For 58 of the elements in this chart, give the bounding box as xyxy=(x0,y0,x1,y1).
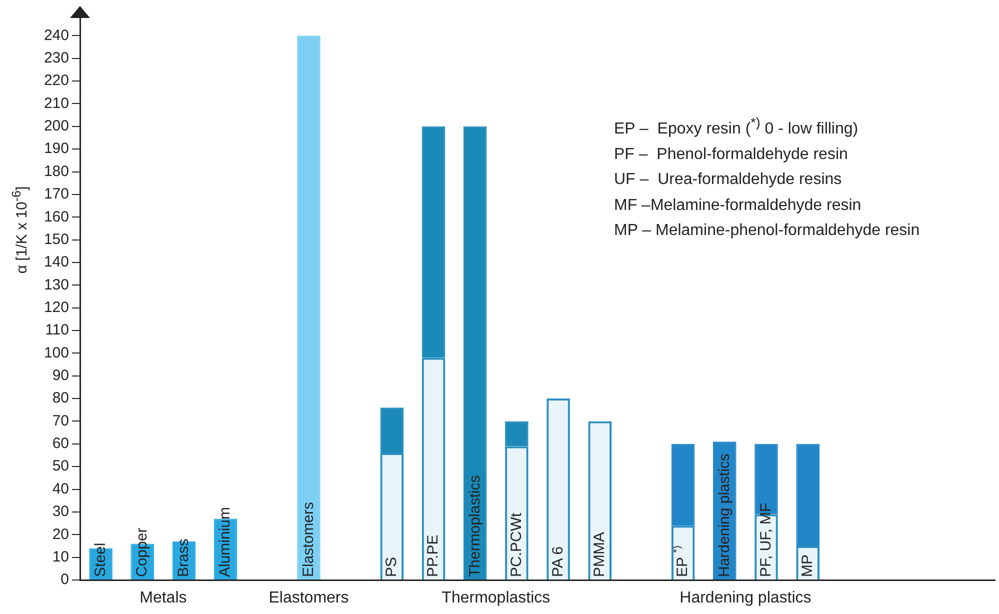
x-tick-label: PP.PE xyxy=(424,534,442,577)
y-tick-label: 200 xyxy=(44,118,69,135)
bar xyxy=(505,421,528,446)
y-tick-label: 70 xyxy=(52,412,69,430)
bar xyxy=(588,421,612,580)
y-tick-label: 90 xyxy=(52,367,69,384)
y-tick-label: 150 xyxy=(44,230,69,248)
x-tick-label: PC.PCWt xyxy=(508,512,525,577)
annotation: PF – Phenol-formaldehyde resin xyxy=(614,144,849,165)
y-tick-label: 40 xyxy=(52,480,69,498)
x-tick-label: Aluminium xyxy=(216,506,234,577)
y-tick-label: 230 xyxy=(44,50,69,66)
bar xyxy=(380,408,404,453)
y-tick-label: 110 xyxy=(45,322,69,339)
y-tick-label: 180 xyxy=(44,162,69,180)
y-tick-label: 130 xyxy=(44,276,69,294)
bar xyxy=(422,126,446,358)
y-tick-label: 210 xyxy=(44,94,69,112)
bar xyxy=(380,452,404,580)
y-tick-label: 160 xyxy=(44,208,69,226)
y-tick-label: 0 xyxy=(60,571,69,588)
annotation: UF – Urea-formaldehyde resins xyxy=(614,170,843,190)
x-tick-label: Hardening plastics xyxy=(716,454,733,577)
bar xyxy=(422,358,446,580)
bar xyxy=(505,446,528,580)
y-tick-label: 50 xyxy=(52,458,69,475)
y-tick-label: 220 xyxy=(44,72,69,90)
x-tick-label: Elastomers xyxy=(300,502,317,577)
text: Elastomers xyxy=(268,589,349,606)
y-tick-label: 170 xyxy=(44,186,69,203)
y-tick-label: 120 xyxy=(44,298,69,316)
x-tick-label: Copper xyxy=(134,528,151,577)
text: Hardening plastics xyxy=(680,589,812,606)
x-tick-label: PA 6 xyxy=(549,546,566,577)
annotation: MP – Melamine-phenol-formaldehyde resin xyxy=(614,221,920,242)
x-tick-label: Thermoplastics xyxy=(466,475,484,577)
bar xyxy=(546,398,570,580)
annotation: MF –Melamine-formaldehyde resin xyxy=(614,196,862,216)
y-tick-label: 60 xyxy=(52,435,69,452)
x-tick-label: PS xyxy=(383,556,400,577)
y-tick-label: 240 xyxy=(44,26,69,44)
y-tick-label: 140 xyxy=(44,254,69,271)
y-tick-label: 10 xyxy=(52,548,69,566)
y-tick-label: 80 xyxy=(52,390,69,407)
x-tick-label: EP *) xyxy=(672,546,692,577)
x-tick-label: MP xyxy=(798,554,816,577)
y-tick-label: 190 xyxy=(44,140,69,158)
x-tick-label: PMMA xyxy=(591,532,608,577)
y-tick-label: 30 xyxy=(52,503,69,520)
y-tick-label: 20 xyxy=(52,526,69,543)
y-tick-label: 100 xyxy=(44,344,69,362)
annotation: EP – Epoxy resin ($^{*)}$ 0 - low filling) xyxy=(614,114,860,140)
x-tick-label: Brass xyxy=(175,538,192,577)
bar xyxy=(297,36,320,580)
x-tick-label: Steel xyxy=(92,542,109,577)
text: Metals xyxy=(140,589,187,606)
text: Thermoplastics xyxy=(442,589,550,606)
x-tick-label: PF, UF, MF xyxy=(757,502,774,577)
